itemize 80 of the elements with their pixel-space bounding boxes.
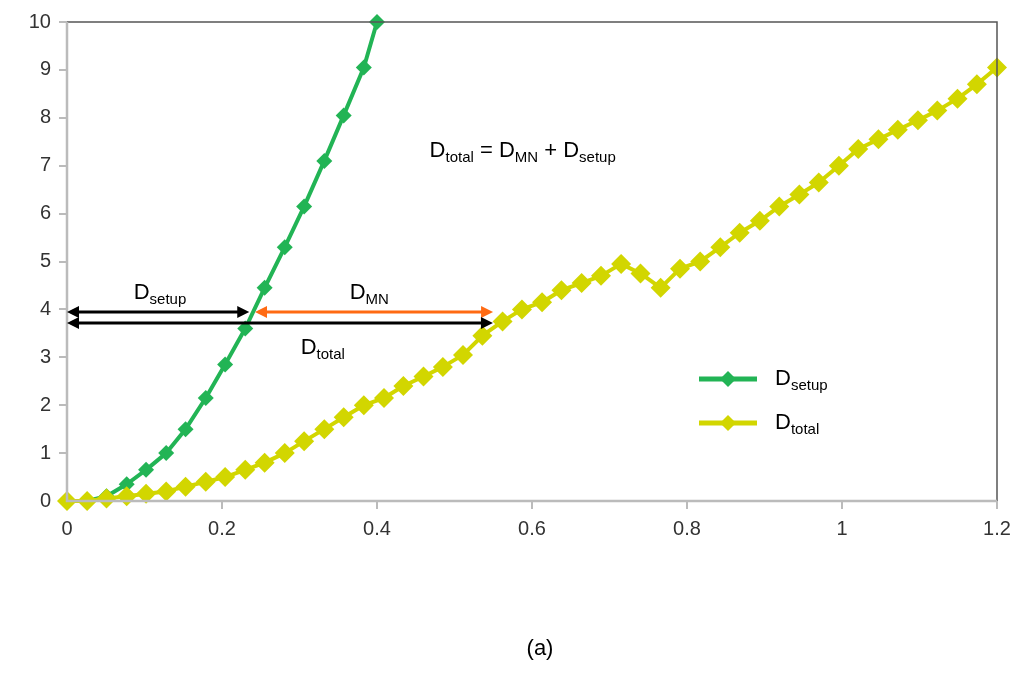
point bbox=[808, 172, 829, 193]
legend-label: D$_{total}$ bbox=[775, 409, 820, 438]
y-tick-label: 6 bbox=[39, 201, 51, 224]
point bbox=[630, 263, 651, 284]
point bbox=[294, 431, 315, 452]
point bbox=[729, 222, 750, 243]
point bbox=[177, 421, 194, 438]
y-tick-label: 0 bbox=[39, 488, 51, 511]
point bbox=[355, 59, 372, 76]
x-tick-label: 0.4 bbox=[363, 516, 391, 539]
point bbox=[138, 461, 155, 478]
point bbox=[116, 486, 137, 507]
point bbox=[296, 198, 313, 215]
x-tick-label: 0.8 bbox=[673, 516, 701, 539]
annotation: D$_{setup}$ bbox=[133, 278, 187, 307]
x-tick-label: 0.6 bbox=[518, 516, 546, 539]
y-tick-label: 1 bbox=[39, 440, 51, 463]
point bbox=[197, 390, 214, 407]
point bbox=[432, 356, 453, 377]
x-tick-label: 0 bbox=[61, 516, 73, 539]
point bbox=[590, 265, 611, 286]
point bbox=[158, 445, 175, 462]
point bbox=[316, 152, 333, 169]
point bbox=[571, 273, 592, 294]
point bbox=[254, 452, 275, 473]
point bbox=[276, 239, 293, 256]
point bbox=[453, 344, 474, 365]
point bbox=[848, 138, 869, 159]
annotation: D$_{total}$ bbox=[300, 333, 345, 362]
point bbox=[413, 366, 434, 387]
point bbox=[136, 483, 157, 504]
point bbox=[274, 443, 295, 464]
point bbox=[373, 388, 394, 409]
point bbox=[195, 471, 216, 492]
point bbox=[927, 100, 948, 121]
point bbox=[353, 395, 374, 416]
y-tick-label: 3 bbox=[39, 344, 51, 367]
point bbox=[492, 311, 513, 332]
point bbox=[690, 251, 711, 272]
x-tick-label: 0.2 bbox=[208, 516, 236, 539]
point bbox=[887, 119, 908, 140]
y-tick-label: 4 bbox=[39, 296, 51, 319]
point bbox=[710, 237, 731, 258]
annotation: D$_{total}$ = D$_{MN}$ + D$_{setup}$ bbox=[429, 137, 616, 166]
point bbox=[828, 155, 849, 176]
legend-label: D$_{setup}$ bbox=[775, 365, 828, 394]
point bbox=[314, 419, 335, 440]
point bbox=[769, 196, 790, 217]
y-tick-label: 7 bbox=[39, 153, 51, 176]
point bbox=[511, 299, 532, 320]
y-tick-label: 9 bbox=[39, 57, 51, 80]
point bbox=[749, 210, 770, 231]
point bbox=[551, 280, 572, 301]
point bbox=[156, 481, 177, 502]
point bbox=[256, 279, 273, 296]
annotation: D$_{MN}$ bbox=[349, 278, 389, 307]
point bbox=[175, 476, 196, 497]
point bbox=[907, 110, 928, 131]
point bbox=[650, 277, 671, 298]
point bbox=[333, 407, 354, 428]
point bbox=[670, 258, 691, 279]
x-tick-label: 1.2 bbox=[983, 516, 1011, 539]
y-tick-label: 5 bbox=[39, 249, 51, 272]
y-tick-label: 8 bbox=[39, 105, 51, 128]
point bbox=[947, 88, 968, 109]
y-tick-label: 2 bbox=[39, 392, 51, 415]
text: (a) bbox=[526, 635, 554, 661]
point bbox=[217, 356, 234, 373]
point bbox=[472, 325, 493, 346]
point bbox=[966, 74, 987, 95]
point bbox=[235, 459, 256, 480]
point bbox=[393, 376, 414, 397]
x-tick-label: 1 bbox=[836, 516, 848, 539]
y-tick-label: 10 bbox=[28, 9, 51, 32]
point bbox=[868, 129, 889, 150]
point bbox=[335, 107, 352, 124]
point bbox=[789, 184, 810, 205]
point bbox=[215, 467, 236, 488]
point bbox=[532, 292, 553, 313]
point bbox=[611, 253, 632, 274]
